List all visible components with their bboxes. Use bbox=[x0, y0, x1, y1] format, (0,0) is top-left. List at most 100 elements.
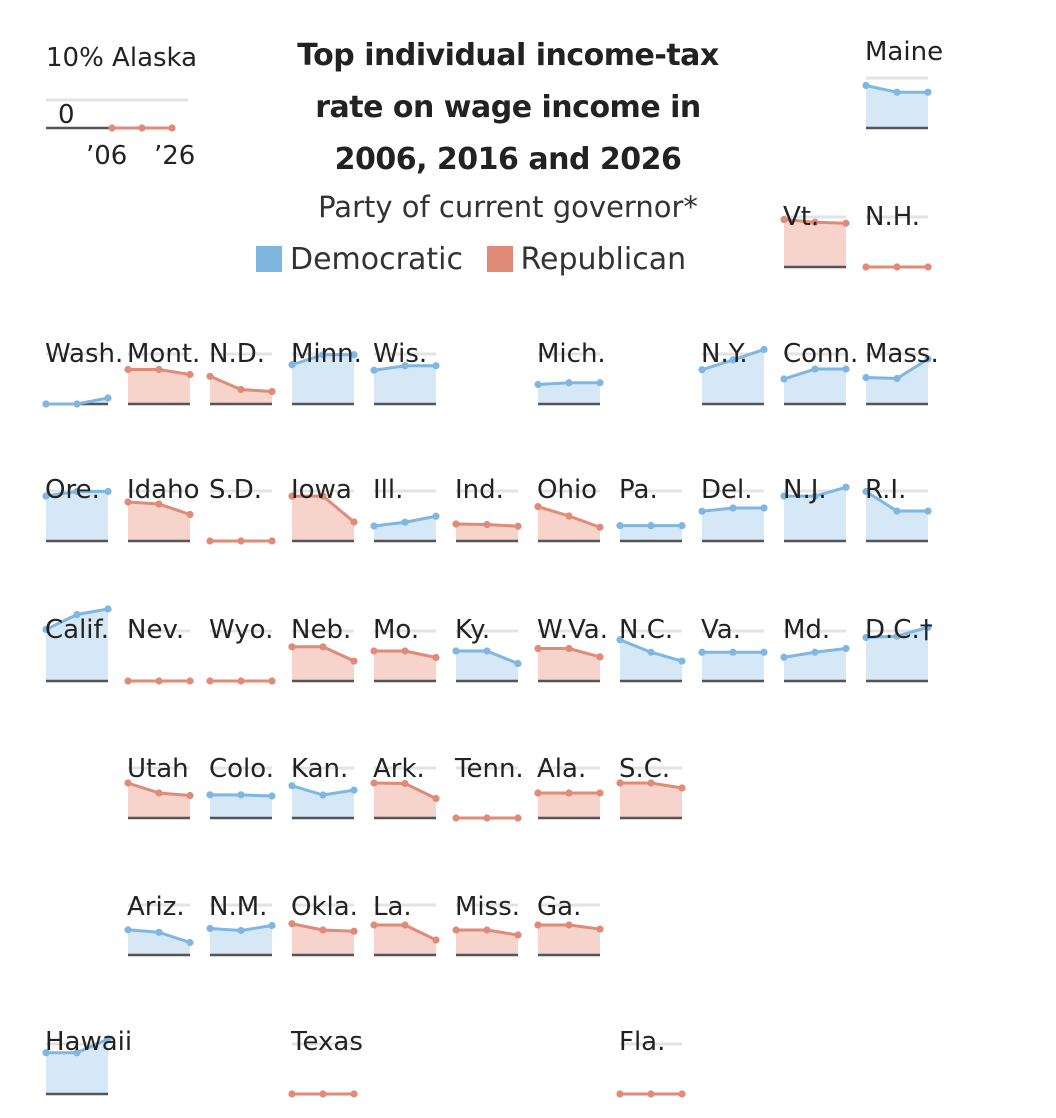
legend-title: Party of current governor* bbox=[318, 190, 698, 224]
state-label-wis: Wis. bbox=[373, 339, 427, 369]
area-vt bbox=[784, 219, 846, 267]
point-pa-2026 bbox=[678, 522, 686, 530]
point-conn-2026 bbox=[842, 365, 850, 373]
state-label-md: Md. bbox=[783, 615, 830, 645]
area-conn bbox=[784, 369, 846, 404]
point-del-2006 bbox=[698, 507, 706, 515]
point-minn-2026 bbox=[350, 351, 358, 359]
state-label-n-m: N.M. bbox=[209, 892, 267, 922]
point-kan-2016 bbox=[319, 791, 327, 799]
state-label-ohio: Ohio bbox=[537, 475, 597, 505]
area-ga bbox=[538, 925, 600, 955]
state-label-n-j: N.J. bbox=[783, 475, 827, 505]
point-ill-2026 bbox=[432, 512, 440, 520]
key-y-zero-label: 0 bbox=[58, 100, 75, 130]
point-w-va-2006 bbox=[534, 644, 542, 653]
point-vt-2016 bbox=[811, 218, 819, 226]
state-label-r-i: R.I. bbox=[865, 475, 906, 505]
point-neb-2006 bbox=[288, 643, 296, 651]
point-mass-2016 bbox=[893, 374, 901, 383]
point-ky-2026 bbox=[514, 659, 522, 668]
area-s-c bbox=[620, 783, 682, 818]
state-label-s-c: S.C. bbox=[619, 754, 670, 784]
state-label-ky: Ky. bbox=[455, 615, 490, 645]
point-ill-2016 bbox=[401, 518, 409, 526]
area-maine bbox=[866, 85, 928, 128]
point-fla-2016 bbox=[647, 1090, 655, 1098]
point-mont-2026 bbox=[186, 370, 194, 379]
area-n-c bbox=[620, 639, 682, 681]
point-n-d-2006 bbox=[206, 372, 214, 380]
area-md bbox=[784, 648, 846, 681]
point-ala-2026 bbox=[596, 789, 604, 797]
point-mont-2016 bbox=[155, 365, 163, 374]
legend-item-democratic: Democratic bbox=[256, 242, 463, 277]
point-idaho-2006 bbox=[124, 498, 132, 506]
point-n-c-2016 bbox=[647, 648, 655, 656]
area-ind bbox=[456, 524, 518, 541]
state-label-kan: Kan. bbox=[291, 754, 348, 784]
legend-swatch-republican bbox=[486, 246, 513, 272]
point-n-j-2016 bbox=[811, 492, 819, 500]
state-label-vt: Vt. bbox=[783, 202, 819, 232]
point-wash-2006 bbox=[42, 400, 50, 408]
point-pa-2006 bbox=[616, 522, 624, 530]
point-calif-2026 bbox=[104, 605, 112, 613]
point-d-c-2016 bbox=[893, 632, 901, 640]
point-r-i-2006 bbox=[862, 487, 870, 496]
area-idaho bbox=[128, 502, 190, 541]
point-idaho-2016 bbox=[155, 500, 163, 508]
state-label-la: La. bbox=[373, 892, 412, 922]
point-colo-2016 bbox=[237, 791, 245, 799]
point-neb-2016 bbox=[319, 643, 327, 651]
point-d-c-2006 bbox=[862, 633, 870, 642]
point-ohio-2006 bbox=[534, 503, 542, 511]
point-d-c-2026 bbox=[924, 623, 932, 631]
point-tenn-2016 bbox=[483, 814, 491, 822]
state-label-mo: Mo. bbox=[373, 615, 419, 645]
point-n-m-2016 bbox=[237, 926, 245, 935]
point-s-d-2006 bbox=[206, 537, 214, 545]
state-label-ark: Ark. bbox=[373, 754, 425, 784]
state-label-pa: Pa. bbox=[619, 475, 658, 505]
point-hawaii-2026 bbox=[104, 1035, 112, 1043]
area-calif bbox=[46, 609, 108, 681]
point-w-va-2026 bbox=[596, 653, 604, 661]
state-label-ore: Ore. bbox=[45, 475, 100, 505]
point-colo-2006 bbox=[206, 791, 214, 799]
point-kan-2026 bbox=[350, 786, 358, 794]
point-ariz-2006 bbox=[124, 926, 132, 934]
point-md-2026 bbox=[842, 644, 850, 653]
state-label-wyo: Wyo. bbox=[209, 615, 273, 645]
point-ark-2006 bbox=[370, 779, 378, 787]
point-la-2006 bbox=[370, 921, 378, 929]
state-label-calif: Calif. bbox=[45, 615, 109, 645]
state-label-tenn: Tenn. bbox=[454, 754, 524, 784]
point-wyo-2016 bbox=[237, 677, 245, 685]
point-hawaii-2006 bbox=[42, 1049, 50, 1057]
point-maine-2016 bbox=[893, 88, 901, 96]
point-wis-2006 bbox=[370, 366, 378, 374]
point-ala-2006 bbox=[534, 789, 542, 797]
point-r-i-2016 bbox=[893, 507, 901, 515]
point-mo-2006 bbox=[370, 647, 378, 655]
point-r-i-2026 bbox=[924, 507, 932, 515]
area-pa bbox=[620, 525, 682, 541]
point-s-d-2026 bbox=[268, 537, 276, 545]
state-label-minn: Minn. bbox=[291, 339, 362, 369]
state-label-okla: Okla. bbox=[291, 892, 358, 922]
state-label-d-c: D.C.† bbox=[865, 615, 933, 645]
key-x-label-end: ’26 bbox=[154, 141, 195, 171]
legend-swatch-democratic bbox=[256, 246, 282, 272]
state-label-ind: Ind. bbox=[455, 475, 504, 505]
point-va-2006 bbox=[698, 648, 706, 656]
point-ohio-2026 bbox=[596, 523, 604, 531]
point-nev-2026 bbox=[186, 677, 194, 685]
area-n-m bbox=[210, 925, 272, 955]
area-r-i bbox=[866, 491, 928, 541]
state-label-maine: Maine bbox=[865, 37, 943, 67]
point-minn-2016 bbox=[319, 351, 327, 359]
state-label-mont: Mont. bbox=[127, 339, 200, 369]
state-label-n-c: N.C. bbox=[619, 615, 673, 645]
